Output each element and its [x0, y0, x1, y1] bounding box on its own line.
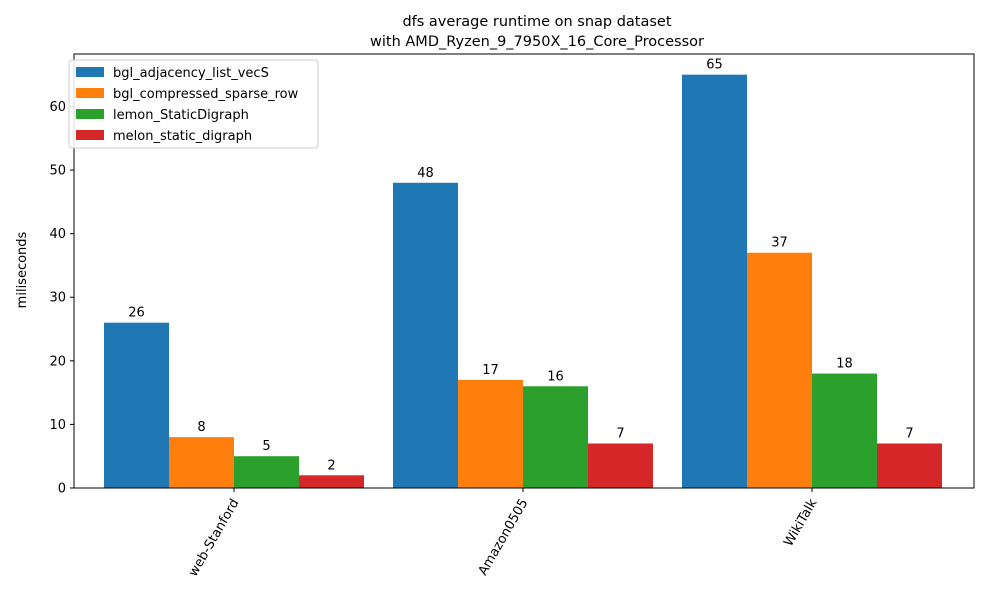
data-label-melon-static-digraph-wikitalk: 7 — [905, 426, 913, 441]
x-axis: web-Stanford Amazon0505 WikiTalk — [186, 488, 821, 579]
legend-swatch-melon-static-digraph — [76, 130, 104, 140]
x-tick-label-wikitalk: WikiTalk — [781, 496, 820, 549]
data-label-lemon-staticdigraph-amazon0505: 16 — [547, 369, 564, 384]
data-label-bgl-compressed-sparse-row-amazon0505: 17 — [482, 363, 499, 378]
data-label-bgl-compressed-sparse-row-web-stanford: 8 — [197, 420, 205, 435]
bars-group — [104, 74, 942, 489]
y-axis-label: miliseconds — [15, 231, 30, 308]
bar-bgl-adjacency-list-vecs-web-stanford — [104, 322, 169, 488]
data-label-lemon-staticdigraph-web-stanford: 5 — [262, 439, 270, 454]
y-tick-label-60: 60 — [49, 100, 66, 115]
data-labels-group: 26 48 65 8 17 37 5 16 18 2 7 7 — [128, 58, 913, 474]
x-tick-label-web-stanford: web-Stanford — [186, 497, 243, 580]
bar-melon-static-digraph-amazon0505 — [588, 443, 653, 488]
chart-subtitle: with AMD_Ryzen_9_7950X_16_Core_Processor — [370, 34, 704, 50]
bar-melon-static-digraph-web-stanford — [299, 475, 364, 488]
data-label-lemon-staticdigraph-wikitalk: 18 — [836, 357, 853, 372]
bar-bgl-adjacency-list-vecs-amazon0505 — [393, 182, 458, 488]
y-tick-label-20: 20 — [49, 354, 66, 369]
data-label-bgl-compressed-sparse-row-wikitalk: 37 — [771, 236, 788, 251]
legend-box — [68, 59, 319, 149]
bar-bgl-adjacency-list-vecs-wikitalk — [682, 74, 747, 489]
y-tick-label-10: 10 — [49, 418, 66, 433]
plot-frame — [73, 53, 975, 489]
x-tick-label-amazon0505: Amazon0505 — [476, 497, 532, 579]
bar-lemon-staticdigraph-amazon0505 — [523, 386, 588, 488]
legend-swatch-bgl-compressed-sparse-row — [76, 88, 104, 98]
legend-label-melon-static-digraph: melon_static_digraph — [113, 129, 252, 144]
y-tick-label-50: 50 — [49, 164, 66, 179]
legend-label-bgl-compressed-sparse-row: bgl_compressed_sparse_row — [113, 87, 299, 102]
bar-lemon-staticdigraph-web-stanford — [234, 456, 299, 488]
data-label-bgl-adjacency-list-vecs-amazon0505: 48 — [417, 166, 434, 181]
legend-swatch-bgl-adjacency-list-vecs — [76, 67, 104, 77]
legend: bgl_adjacency_list_vecS bgl_compressed_sp… — [68, 59, 319, 149]
y-tick-label-30: 30 — [49, 291, 66, 306]
y-tick-label-0: 0 — [58, 482, 66, 497]
legend-label-lemon-staticdigraph: lemon_StaticDigraph — [113, 108, 249, 123]
data-label-bgl-adjacency-list-vecs-wikitalk: 65 — [706, 58, 723, 73]
bar-bgl-compressed-sparse-row-wikitalk — [747, 252, 812, 488]
y-tick-label-40: 40 — [49, 227, 66, 242]
bar-bgl-compressed-sparse-row-web-stanford — [169, 437, 234, 488]
data-label-melon-static-digraph-web-stanford: 2 — [327, 458, 335, 473]
bar-melon-static-digraph-wikitalk — [877, 443, 942, 488]
legend-swatch-lemon-staticdigraph — [76, 109, 104, 119]
y-axis: 0 10 20 30 40 50 60 — [49, 100, 74, 497]
bar-lemon-staticdigraph-wikitalk — [812, 373, 877, 488]
data-label-bgl-adjacency-list-vecs-web-stanford: 26 — [128, 306, 145, 321]
data-label-melon-static-digraph-amazon0505: 7 — [616, 426, 624, 441]
legend-label-bgl-adjacency-list-vecs: bgl_adjacency_list_vecS — [113, 66, 269, 81]
bar-bgl-compressed-sparse-row-amazon0505 — [458, 379, 523, 488]
chart-title: dfs average runtime on snap dataset — [402, 14, 671, 30]
